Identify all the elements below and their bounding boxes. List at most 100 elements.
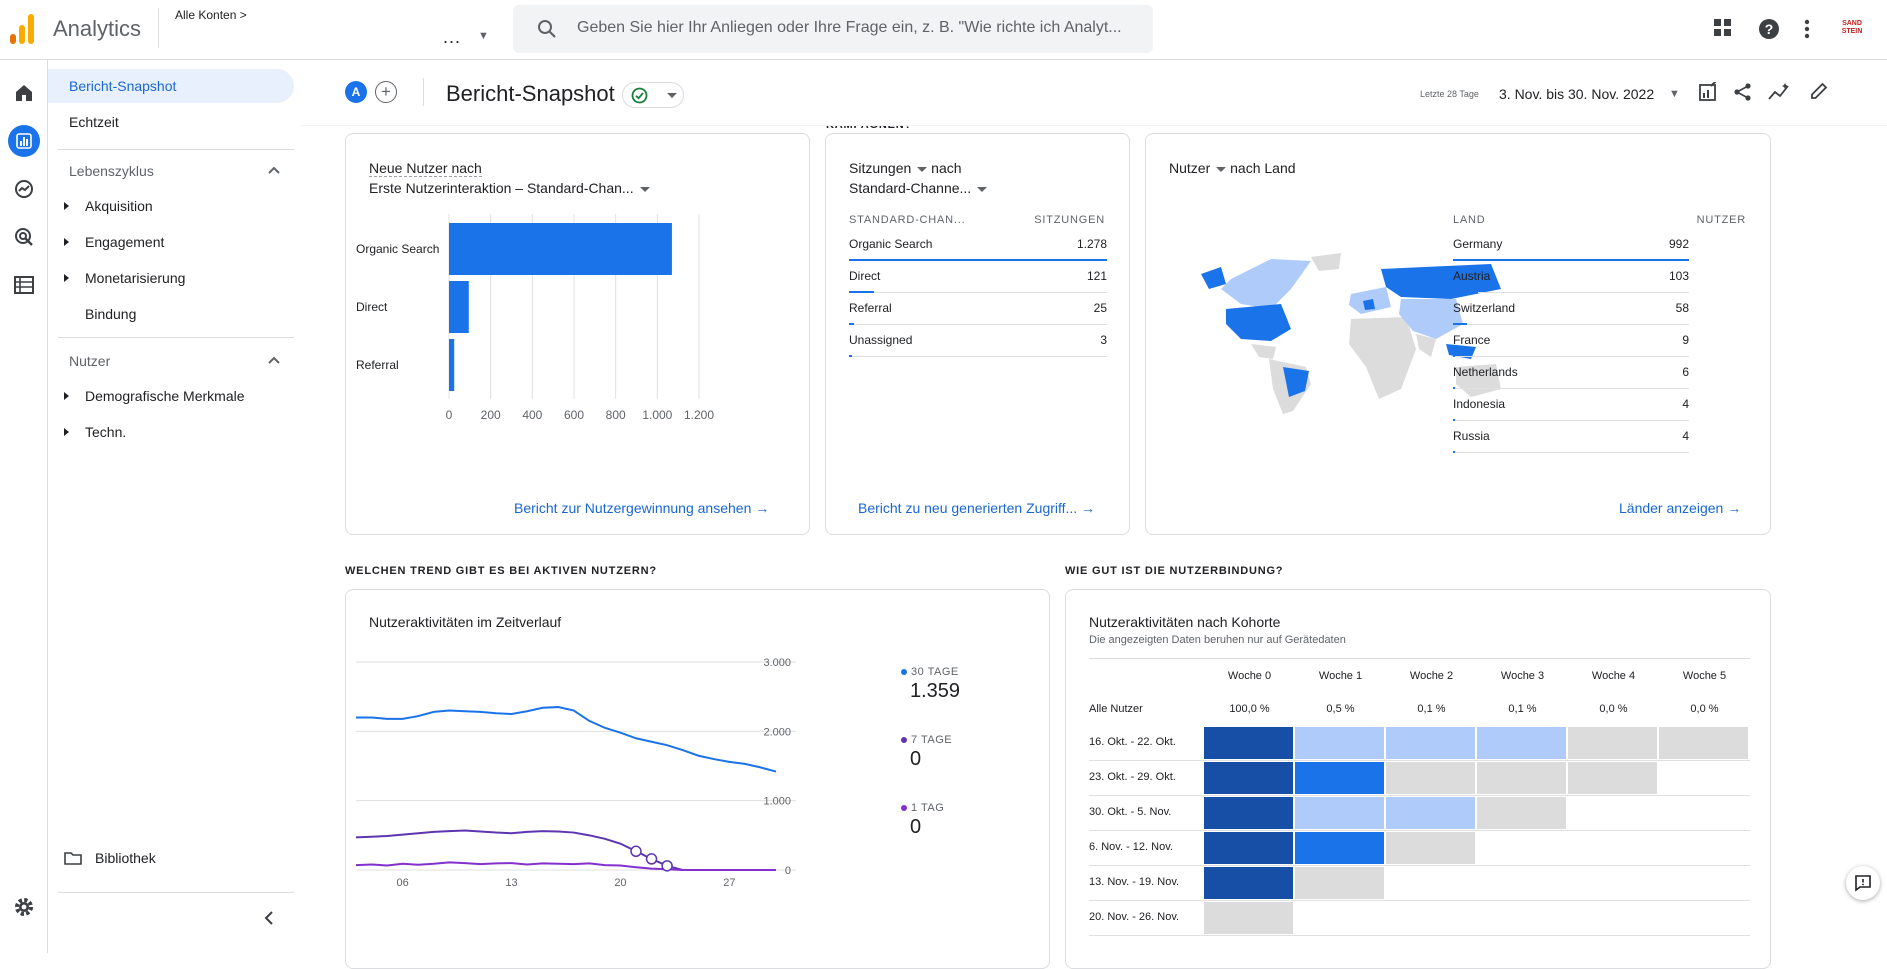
column-header-sessions[interactable]: SITZUNGEN [1034,214,1105,226]
map-region-central-america[interactable] [1251,344,1276,359]
nav-item-engagement[interactable]: Engagement [85,234,165,250]
cohort-cell[interactable] [1386,797,1475,829]
cohort-cell[interactable] [1295,832,1384,864]
help-icon[interactable]: ? [1758,18,1780,40]
cohort-cell[interactable] [1295,727,1384,759]
explore-icon[interactable] [10,175,38,203]
more-vert-icon[interactable] [1803,18,1811,40]
brand-logo[interactable]: SAND STEIN [1841,20,1863,35]
nav-item-akquisition[interactable]: Akquisition [85,198,153,214]
table-row[interactable]: Russia 4 [1453,421,1689,453]
cohort-cell[interactable] [1204,832,1293,864]
cohort-cell[interactable] [1204,762,1293,794]
cohort-cell[interactable] [1386,832,1475,864]
cohort-cell[interactable] [1477,797,1566,829]
chevron-down-icon[interactable]: ▼ [478,30,489,42]
cohort-cell[interactable] [1568,762,1657,794]
advertising-icon[interactable] [10,223,38,251]
analytics-logo-icon[interactable] [10,14,36,44]
nav-item-monetarisierung[interactable]: Monetarisierung [85,270,186,286]
cohort-cell[interactable] [1204,797,1293,829]
cohort-cell[interactable] [1295,762,1384,794]
map-region-usa[interactable] [1226,304,1291,341]
map-region-india[interactable] [1416,334,1436,357]
chevron-up-icon[interactable] [268,166,280,174]
metric-selector[interactable]: Sitzungen nach [849,160,962,176]
map-region-north-america[interactable] [1221,259,1311,309]
customize-report-icon[interactable] [1698,82,1718,102]
reports-icon[interactable] [8,125,40,157]
table-row[interactable]: Referral 25 [849,293,1107,325]
share-icon[interactable] [1733,82,1753,102]
feedback-button[interactable] [1846,866,1880,900]
column-header-users[interactable]: NUTZER [1696,214,1746,226]
cohort-cell[interactable] [1386,727,1475,759]
table-row[interactable]: Direct 121 [849,261,1107,293]
data-point-marker[interactable] [645,853,658,865]
expand-triangle-icon[interactable] [64,428,69,436]
link-traffic-report[interactable]: Bericht zu neu generierten Zugriff... → [858,500,1095,516]
nav-item-bindung[interactable]: Bindung [85,306,137,322]
table-row[interactable]: Germany 992 [1453,229,1689,261]
comparison-badge[interactable]: A [345,81,367,103]
map-region-alaska[interactable] [1201,267,1226,289]
link-acquisition-report[interactable]: Bericht zur Nutzergewinnung ansehen → [514,500,769,516]
table-row[interactable]: Switzerland 58 [1453,293,1689,325]
dimension-selector[interactable]: Standard-Channe... [849,180,988,196]
cohort-cell[interactable] [1204,902,1293,934]
insights-icon[interactable] [1768,82,1790,102]
nav-item-demografische-merkmale[interactable]: Demografische Merkmale [85,388,245,404]
nav-item-bibliothek[interactable]: Bibliothek [95,850,156,866]
table-row[interactable]: Austria 103 [1453,261,1689,293]
cohort-cell[interactable] [1204,867,1293,899]
expand-triangle-icon[interactable] [64,238,69,246]
cohort-cell[interactable] [1204,727,1293,759]
nav-section-nutzer[interactable]: Nutzer [69,353,111,369]
chevron-down-icon[interactable]: ▼ [1669,88,1680,100]
cohort-cell[interactable] [1295,867,1384,899]
map-region-asia[interactable] [1399,299,1463,339]
map-region-germany[interactable] [1363,299,1375,310]
nav-section-lebenszyklus[interactable]: Lebenszyklus [69,163,154,179]
cohort-cell[interactable] [1477,762,1566,794]
map-region-africa[interactable] [1349,317,1416,399]
table-row[interactable]: Indonesia 4 [1453,389,1689,421]
bar[interactable] [449,339,455,391]
data-point-marker[interactable] [630,845,642,858]
series-line[interactable] [356,706,777,773]
cohort-cell[interactable] [1386,762,1475,794]
bar[interactable] [449,281,469,333]
nav-item-bericht-snapshot[interactable]: Bericht-Snapshot [48,69,294,103]
column-header-channel[interactable]: STANDARD-CHAN... [849,214,966,226]
data-point-marker[interactable] [661,860,673,872]
add-comparison-button[interactable]: + [375,81,397,103]
world-map[interactable] [1201,249,1511,419]
expand-triangle-icon[interactable] [64,392,69,400]
search-placeholder[interactable]: Geben Sie hier Ihr Anliegen oder Ihre Fr… [577,19,1122,36]
map-region-brazil[interactable] [1283,367,1309,397]
map-region-greenland[interactable] [1311,253,1341,271]
table-row[interactable]: Netherlands 6 [1453,357,1689,389]
cohort-cell[interactable] [1568,727,1657,759]
settings-gear-icon[interactable] [10,893,38,921]
series-line[interactable] [356,861,776,871]
status-check-dropdown[interactable] [622,82,684,108]
date-range-label[interactable]: Letzte 28 Tage [1420,89,1479,99]
table-row[interactable]: Unassigned 3 [849,325,1107,357]
cohort-cell[interactable] [1477,727,1566,759]
map-region-russia[interactable] [1381,264,1501,299]
date-range-picker[interactable]: 3. Nov. bis 30. Nov. 2022 [1499,86,1655,102]
link-countries[interactable]: Länder anzeigen → [1619,500,1741,516]
account-breadcrumb[interactable]: Alle Konten > [175,8,247,22]
cohort-cell[interactable] [1659,727,1748,759]
chevron-up-icon[interactable] [268,356,280,364]
nav-item-echtzeit[interactable]: Echtzeit [69,114,119,130]
expand-triangle-icon[interactable] [64,274,69,282]
home-icon[interactable] [10,79,38,107]
expand-triangle-icon[interactable] [64,202,69,210]
configure-list-icon[interactable] [10,271,38,299]
table-row[interactable]: Organic Search 1.278 [849,229,1107,261]
cohort-cell[interactable] [1295,797,1384,829]
dimension-selector[interactable]: Erste Nutzerinteraktion – Standard-Chan.… [369,180,650,196]
bar[interactable] [449,223,672,275]
